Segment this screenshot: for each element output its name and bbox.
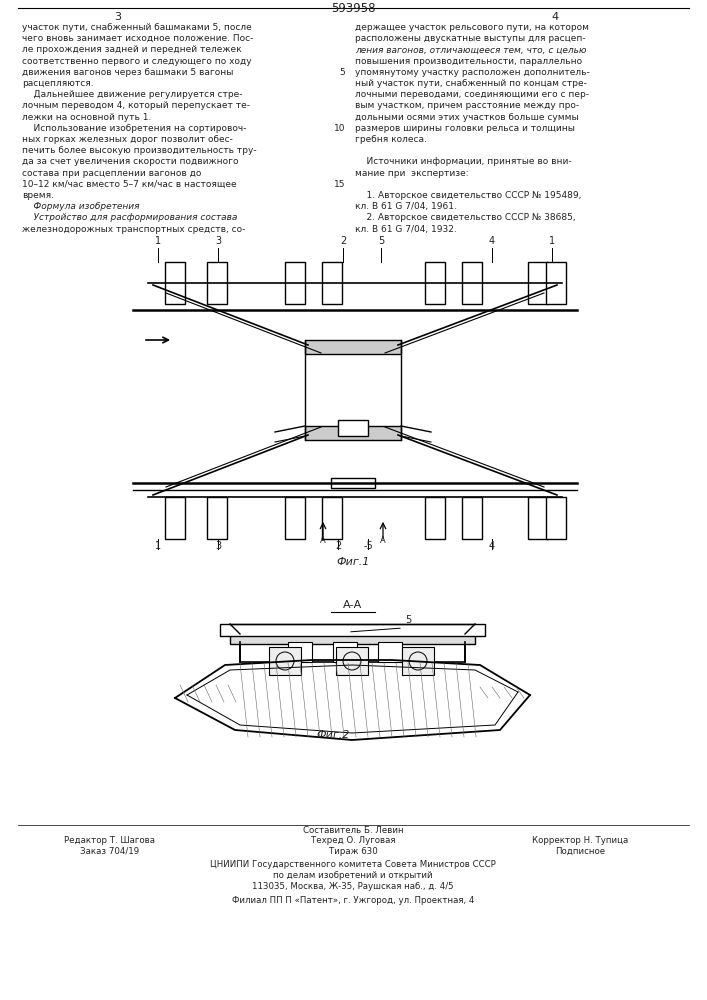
Text: расцепляются.: расцепляются.	[22, 79, 93, 88]
Text: 4: 4	[489, 541, 495, 551]
Text: Составитель Б. Левин: Составитель Б. Левин	[303, 826, 403, 835]
Text: 10: 10	[334, 124, 345, 133]
Text: 113035, Москва, Ж-35, Раушская наб., д. 4/5: 113035, Москва, Ж-35, Раушская наб., д. …	[252, 882, 454, 891]
Text: печить более высокую производительность тру-: печить более высокую производительность …	[22, 146, 257, 155]
Text: кл. В 61 G 7/04, 1961.: кл. В 61 G 7/04, 1961.	[355, 202, 457, 211]
Text: 1: 1	[155, 236, 161, 246]
Bar	[322, 497, 342, 539]
Bar	[288, 642, 312, 662]
Bar	[462, 262, 482, 304]
Text: -5: -5	[363, 541, 373, 551]
Bar	[402, 647, 434, 675]
Text: Фиг.1: Фиг.1	[337, 557, 370, 567]
Bar	[207, 262, 227, 304]
Text: 1: 1	[549, 236, 555, 246]
Text: чего вновь занимает исходное положение. Пос-: чего вновь занимает исходное положение. …	[22, 34, 253, 43]
Text: Фиг.2: Фиг.2	[316, 730, 350, 740]
Text: ле прохождения задней и передней тележек: ле прохождения задней и передней тележек	[22, 45, 242, 54]
Text: расположены двускатные выступы для расцеп-: расположены двускатные выступы для расце…	[355, 34, 585, 43]
Text: Дальнейшее движение регулируется стре-: Дальнейшее движение регулируется стре-	[22, 90, 243, 99]
Bar	[322, 262, 342, 304]
Bar	[528, 262, 548, 304]
Text: А: А	[380, 536, 386, 545]
Text: ления вагонов, отличающееся тем, что, с целью: ления вагонов, отличающееся тем, что, с …	[355, 45, 587, 54]
Text: 1. Авторское свидетельство СССР № 195489,: 1. Авторское свидетельство СССР № 195489…	[355, 191, 581, 200]
Text: 10–12 км/час вместо 5–7 км/час в настоящее: 10–12 км/час вместо 5–7 км/час в настоящ…	[22, 180, 237, 189]
Text: 4: 4	[551, 12, 559, 22]
Text: 2. Авторское свидетельство СССР № 38685,: 2. Авторское свидетельство СССР № 38685,	[355, 213, 575, 222]
Text: Тираж 630: Тираж 630	[329, 847, 378, 856]
Bar	[425, 262, 445, 304]
Bar	[425, 497, 445, 539]
Bar	[528, 497, 548, 539]
Text: 5: 5	[378, 236, 384, 246]
Text: А-А: А-А	[344, 600, 363, 610]
Bar	[207, 497, 227, 539]
Text: Устройство для расформирования состава: Устройство для расформирования состава	[22, 213, 238, 222]
Bar	[285, 497, 305, 539]
Text: 2: 2	[335, 541, 341, 551]
Bar	[285, 262, 305, 304]
Text: размеров ширины головки рельса и толщины: размеров ширины головки рельса и толщины	[355, 124, 575, 133]
Text: 5: 5	[339, 68, 345, 77]
Bar	[462, 497, 482, 539]
Text: Редактор Т. Шагова: Редактор Т. Шагова	[64, 836, 156, 845]
Text: ных горках железных дорог позволит обес-: ных горках железных дорог позволит обес-	[22, 135, 233, 144]
Text: лочным переводом 4, который перепускает те-: лочным переводом 4, который перепускает …	[22, 101, 250, 110]
Bar	[220, 624, 485, 636]
Text: движения вагонов через башмаки 5 вагоны: движения вагонов через башмаки 5 вагоны	[22, 68, 233, 77]
Text: Формула изобретения: Формула изобретения	[22, 202, 139, 211]
Bar	[336, 647, 368, 675]
Text: ный участок пути, снабженный по концам стре-: ный участок пути, снабженный по концам с…	[355, 79, 587, 88]
Text: время.: время.	[22, 191, 54, 200]
Text: держащее участок рельсового пути, на котором: держащее участок рельсового пути, на кот…	[355, 23, 589, 32]
Text: ЦНИИПИ Государственного комитета Совета Министров СССР: ЦНИИПИ Государственного комитета Совета …	[210, 860, 496, 869]
Text: железнодорожных транспортных средств, со-: железнодорожных транспортных средств, со…	[22, 225, 245, 234]
Text: мание при  экспертизе:: мание при экспертизе:	[355, 169, 469, 178]
Bar	[378, 642, 402, 662]
Text: вым участком, причем расстояние между про-: вым участком, причем расстояние между пр…	[355, 101, 579, 110]
Text: Использование изобретения на сортировоч-: Использование изобретения на сортировоч-	[22, 124, 246, 133]
Text: 15: 15	[334, 180, 345, 189]
Text: повышения производительности, параллельно: повышения производительности, параллельн…	[355, 57, 582, 66]
Bar	[546, 497, 566, 539]
Text: 2: 2	[340, 236, 346, 246]
Text: состава при расцеплении вагонов до: состава при расцеплении вагонов до	[22, 169, 201, 178]
Bar	[338, 420, 368, 436]
Text: 3: 3	[215, 541, 221, 551]
Bar	[546, 262, 566, 304]
Text: 3: 3	[115, 12, 122, 22]
Bar	[269, 647, 301, 675]
Text: гребня колеса.: гребня колеса.	[355, 135, 427, 144]
Text: дольными осями этих участков больше суммы: дольными осями этих участков больше сумм…	[355, 113, 578, 122]
Text: 593958: 593958	[331, 2, 375, 15]
Bar	[240, 642, 465, 662]
Bar	[165, 497, 185, 539]
Text: Филиал ПП П «Патент», г. Ужгород, ул. Проектная, 4: Филиал ПП П «Патент», г. Ужгород, ул. Пр…	[232, 896, 474, 905]
Text: Корректор Н. Тупица: Корректор Н. Тупица	[532, 836, 628, 845]
Bar	[333, 642, 357, 662]
Text: да за счет увеличения скорости подвижного: да за счет увеличения скорости подвижног…	[22, 157, 238, 166]
Text: Заказ 704/19: Заказ 704/19	[81, 847, 139, 856]
Text: по делам изобретений и открытий: по делам изобретений и открытий	[273, 871, 433, 880]
Text: соответственно первого и следующего по ходу: соответственно первого и следующего по х…	[22, 57, 252, 66]
Text: А: А	[320, 536, 326, 545]
Text: упомянутому участку расположен дополнитель-: упомянутому участку расположен дополните…	[355, 68, 590, 77]
Text: 5: 5	[405, 615, 411, 625]
Text: 3: 3	[215, 236, 221, 246]
Text: Техред О. Луговая: Техред О. Луговая	[311, 836, 395, 845]
Text: лочными переводами, соединяющими его с пер-: лочными переводами, соединяющими его с п…	[355, 90, 589, 99]
Text: участок пути, снабженный башмаками 5, после: участок пути, снабженный башмаками 5, по…	[22, 23, 252, 32]
Bar	[305, 426, 401, 440]
Text: Источники информации, принятые во вни-: Источники информации, принятые во вни-	[355, 157, 572, 166]
Text: кл. В 61 G 7/04, 1932.: кл. В 61 G 7/04, 1932.	[355, 225, 457, 234]
Text: 1: 1	[155, 541, 161, 551]
Bar	[230, 634, 475, 644]
Bar	[165, 262, 185, 304]
Bar	[331, 478, 375, 488]
Text: 4: 4	[489, 236, 495, 246]
Text: лежки на основной путь 1.: лежки на основной путь 1.	[22, 113, 151, 122]
Bar	[305, 340, 401, 354]
Text: Подписное: Подписное	[555, 847, 605, 856]
